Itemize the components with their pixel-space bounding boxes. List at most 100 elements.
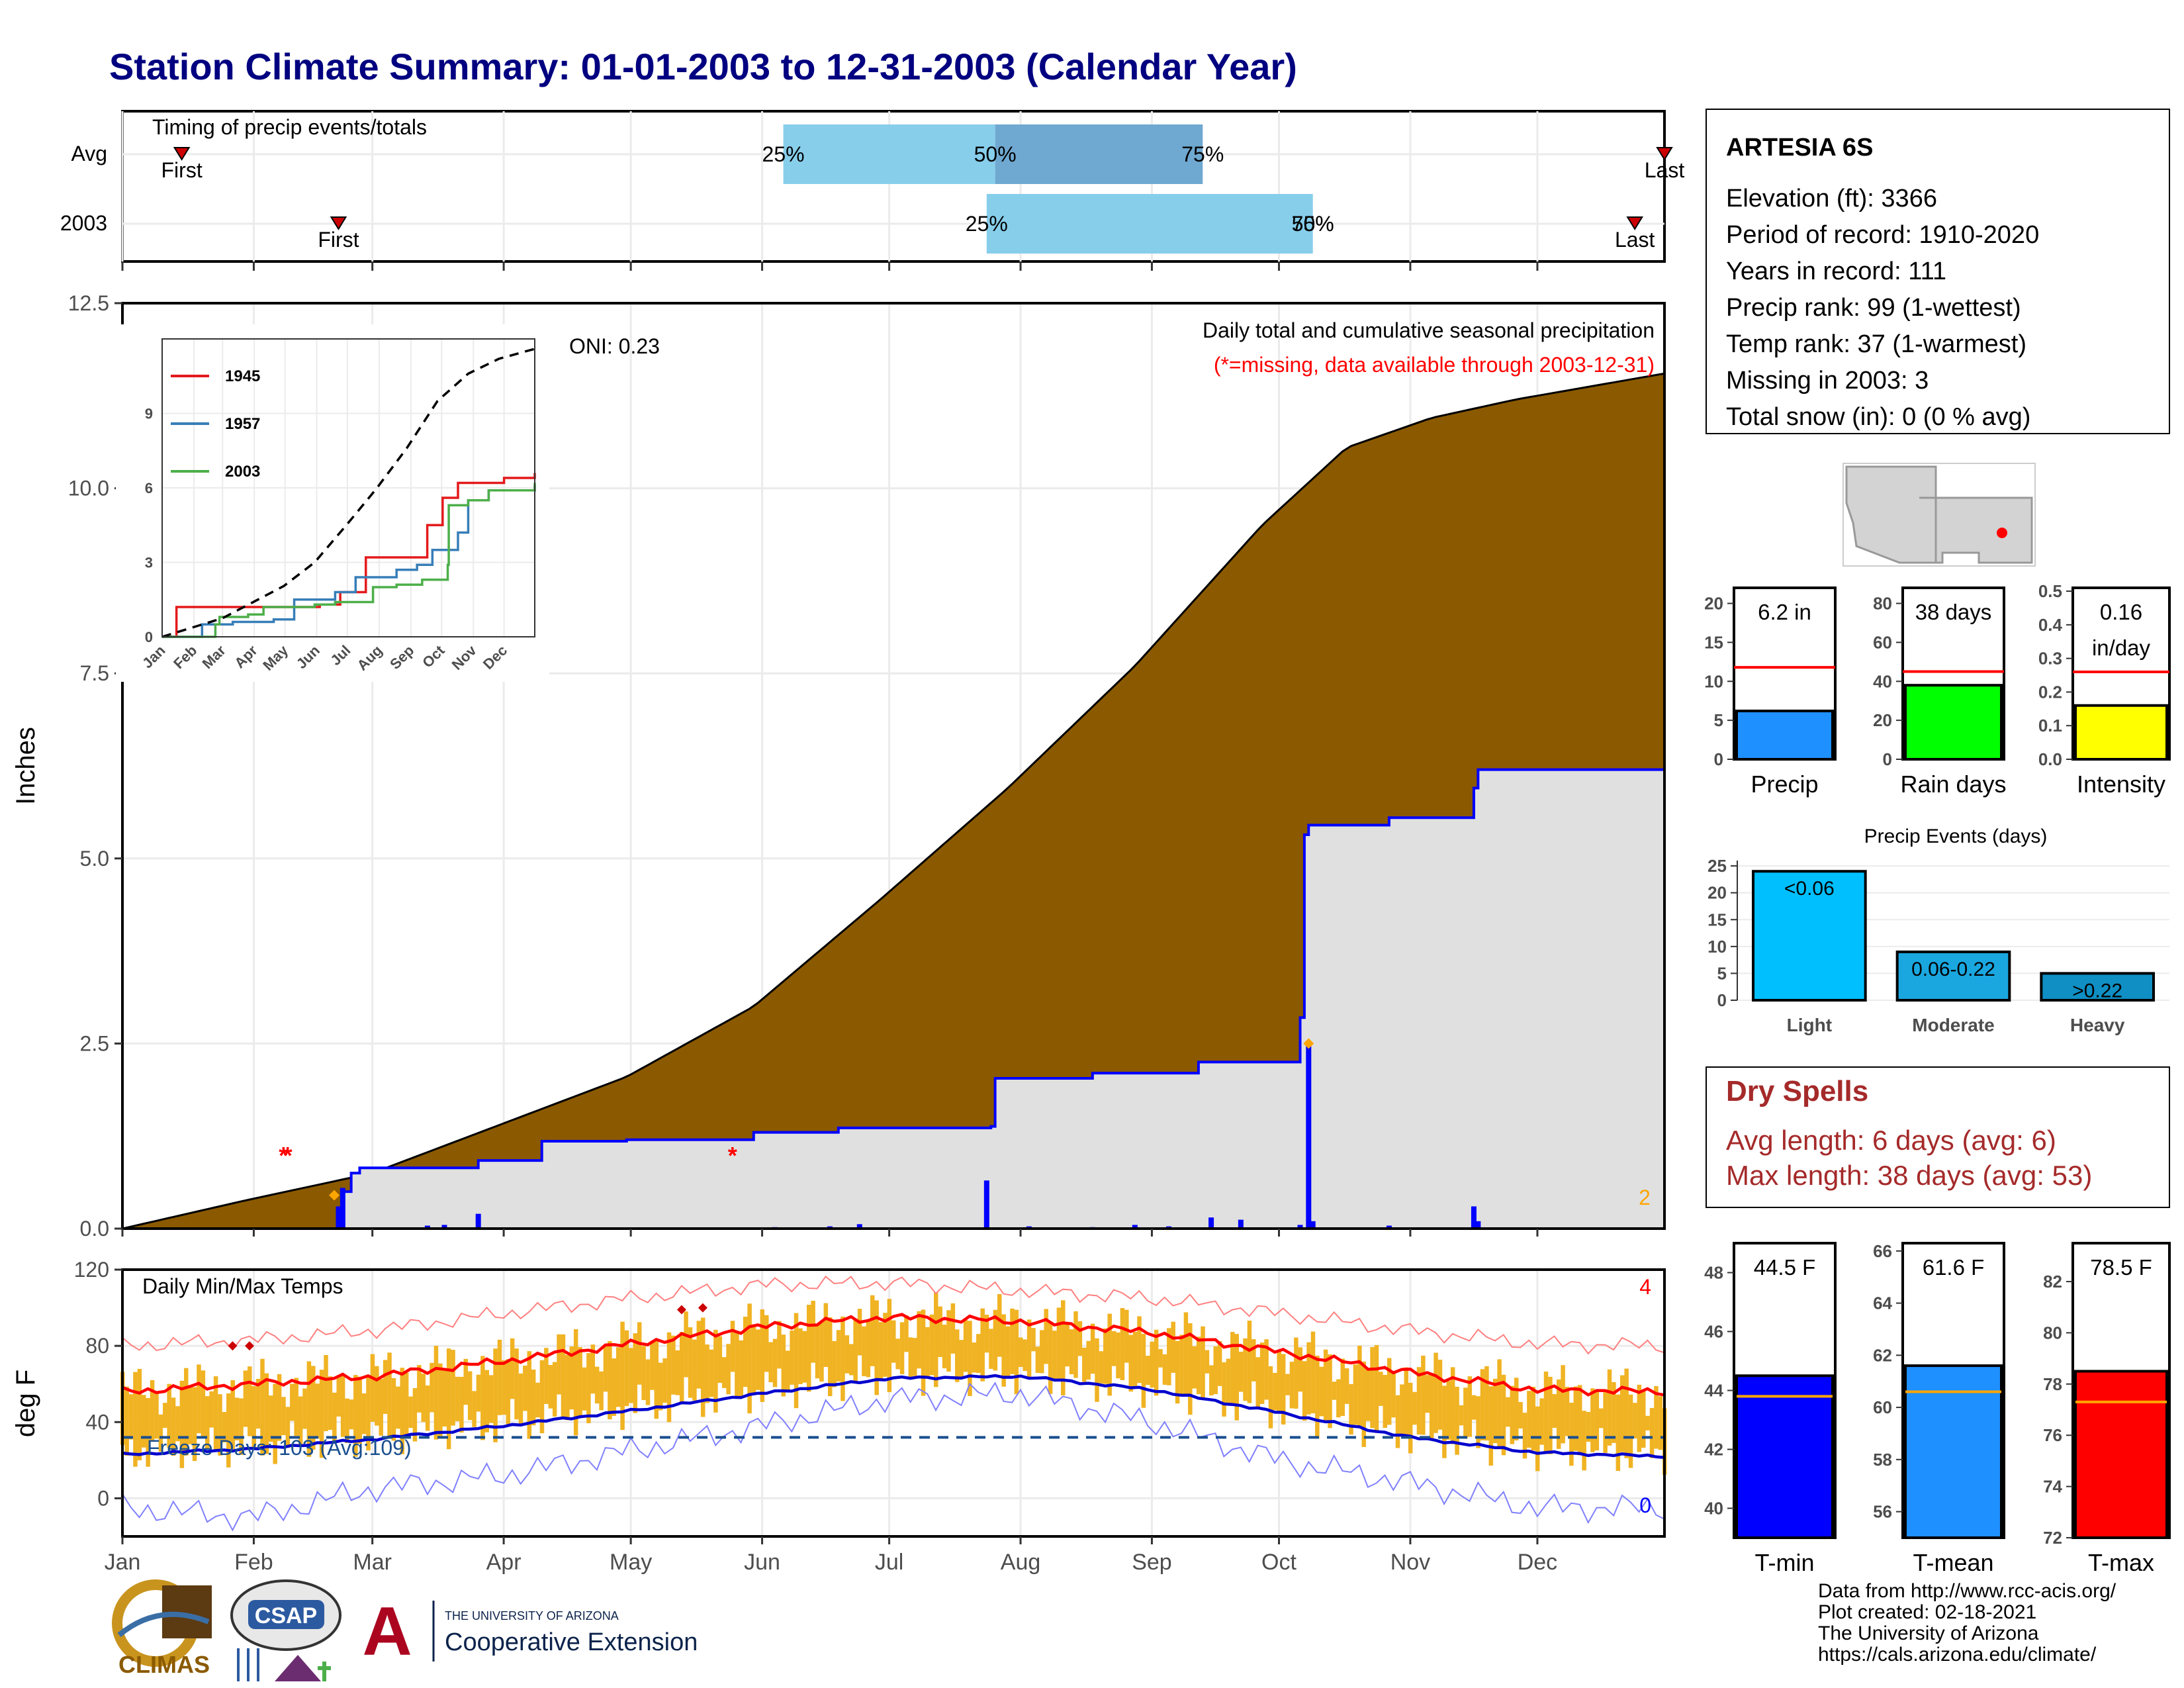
daily-temp-bar [963,1320,968,1372]
daily-temp-bar [1171,1321,1175,1373]
daily-temp-bar [467,1371,473,1421]
daily-temp-bar [794,1313,799,1409]
daily-temp-bar [379,1379,383,1436]
daily-temp-bar [1433,1352,1438,1433]
daily-temp-bar [294,1378,298,1436]
daily-temp-bar [315,1383,320,1439]
daily-precip-bar [441,1225,447,1229]
month-label: Sep [1132,1550,1172,1575]
mini-bar-tick-label: 66 [1873,1241,1892,1261]
mini-bar-value-label: 38 days [1915,600,1992,624]
daily-temp-bar [264,1373,269,1454]
daily-temp-bar [878,1322,884,1381]
mini-bar-tick-label: 0.1 [2038,716,2062,735]
daily-temp-bar [700,1317,705,1417]
daily-temp-bar [633,1333,638,1413]
daily-temp-bar [1612,1382,1616,1443]
daily-temp-bar [311,1366,316,1450]
timing-marker-label: First [318,228,359,252]
daily-temp-bar [387,1352,392,1439]
daily-temp-bar [1379,1372,1383,1406]
daily-temp-bar [1065,1324,1069,1367]
daily-temp-bar [645,1359,651,1405]
daily-temp-bar [984,1315,989,1353]
daily-temp-bar [1315,1355,1320,1439]
daily-temp-bar [222,1412,227,1442]
daily-temp-bar [1247,1320,1252,1403]
daily-temp-bar [1421,1355,1426,1435]
daily-temp-bar [1005,1326,1011,1378]
daily-temp-bar [1107,1313,1112,1396]
daily-temp-bar [764,1315,769,1372]
daily-temp-bar [1603,1392,1608,1453]
daily-temp-bar [929,1314,934,1376]
precip-marks: ** * [122,372,1666,1230]
daily-temp-bar [459,1376,464,1433]
daily-temp-bar [1255,1357,1260,1408]
daily-temp-bar [1234,1334,1239,1421]
daily-temp-bar [1357,1345,1362,1427]
oni-text: ONI: 0.23 [569,334,660,358]
inset-series-1957 [162,485,536,638]
daily-temp-bar [781,1335,786,1397]
daily-temp-bar [743,1317,748,1387]
daily-temp-bar [1310,1331,1316,1414]
daily-temp-bar [1035,1346,1040,1374]
daily-precip-bar [424,1225,430,1229]
daily-temp-bar [908,1337,913,1378]
daily-temp-bar [1374,1344,1379,1432]
daily-temp-bar [201,1370,206,1437]
daily-temp-bar [679,1332,684,1403]
daily-temp-bar [319,1370,324,1458]
mini-bar-tick-label: 0 [1883,749,1892,769]
mini-bar-category-label: Intensity [2077,771,2165,798]
mini-bar-tick-label: 42 [1704,1440,1723,1460]
daily-temp-bar [968,1321,972,1396]
missing-note: (*=missing, data available through 2003-… [1214,353,1655,377]
daily-temp-bar [1132,1332,1138,1386]
precip-chart-frame [121,302,1666,1230]
ua-logo: A THE UNIVERSITY OF ARIZONA Cooperative … [362,1593,698,1670]
daily-temp-bar [594,1366,600,1404]
daily-temp-bar [213,1376,218,1452]
daily-temp-bar [603,1345,608,1392]
daily-temp-bar [1243,1338,1248,1401]
daily-temp-bar [895,1338,900,1370]
daily-temp-bar [391,1378,396,1441]
daily-temp-bar [502,1360,506,1415]
timing-marker [173,147,191,161]
dry-spells-max: Max length: 38 days (avg: 53) [1726,1160,2092,1191]
daily-temp-bar [269,1395,273,1442]
events-bar-label: <0.06 [1784,878,1835,900]
daily-temp-bar [684,1311,688,1378]
daily-temp-bar [942,1325,947,1369]
daily-temp-bar [862,1326,866,1376]
daily-temp-bar [1416,1367,1422,1435]
daily-temp-bar [565,1354,570,1421]
daily-temp-bar [1146,1356,1150,1385]
daily-temp-bar [353,1375,358,1457]
daily-temp-bar [747,1303,752,1414]
daily-temp-bar [1285,1374,1290,1395]
daily-temp-bar [798,1328,803,1385]
daily-temp-bar [1442,1385,1447,1458]
daily-temp-bar [548,1365,553,1409]
daily-temp-bar [730,1321,735,1372]
daily-temp-bar [290,1383,295,1421]
daily-temp-bar [375,1366,379,1426]
daily-temp-bar [1154,1329,1159,1396]
daily-temp-bar [1387,1358,1392,1425]
daily-temp-bar [946,1310,951,1372]
daily-temp-bar [1450,1367,1455,1444]
daily-temp-bar [370,1354,375,1422]
daily-temp-bar [1124,1309,1129,1363]
daily-precip-bar [1132,1225,1138,1229]
inset-background [116,324,549,682]
events-bar [2040,972,2155,1002]
inset-legend-label: 1957 [225,415,260,433]
mini-bar-tick-label: 82 [2043,1272,2062,1291]
dry-spells-title: Dry Spells [1726,1075,1868,1107]
daily-temp-bar [192,1387,197,1462]
daily-temp-bar [1633,1403,1637,1439]
daily-temp-bar [1527,1391,1531,1448]
